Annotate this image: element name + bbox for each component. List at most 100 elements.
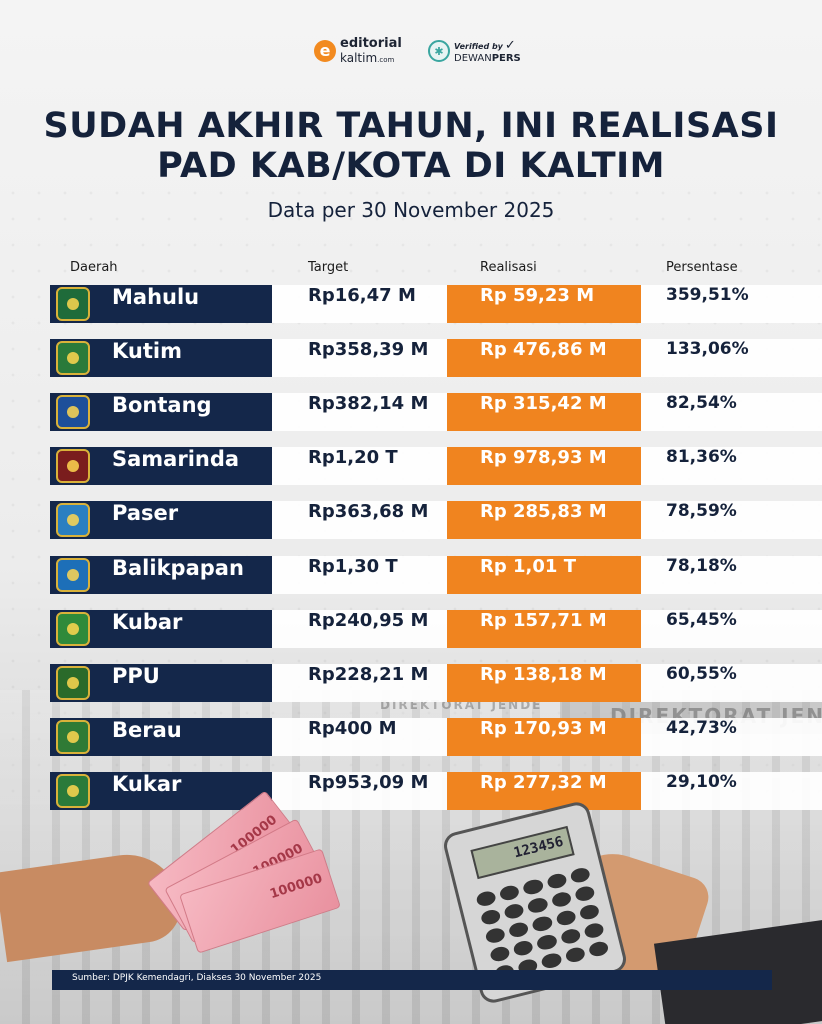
- table-row: Mahulu Rp16,47 M Rp 59,23 M 359,51%: [50, 285, 822, 323]
- calculator-keys: [475, 866, 610, 982]
- footer-bar: [52, 970, 772, 990]
- regional-emblem-icon: [56, 449, 90, 484]
- title-line-1: SUDAH AKHIR TAHUN, INI REALISASI: [43, 106, 779, 146]
- regional-emblem-icon: [56, 503, 90, 538]
- dewan-pers-seal-icon: ✱: [428, 40, 450, 62]
- daerah-name: Balikpapan: [112, 555, 244, 580]
- realisasi-cell: [447, 393, 641, 432]
- daerah-name: Kutim: [112, 339, 182, 364]
- persentase-value: 42,73%: [666, 717, 737, 738]
- verified-org-a: DEWAN: [454, 53, 492, 64]
- daerah-name: PPU: [112, 663, 160, 688]
- table-row: Kubar Rp240,95 M Rp 157,71 M 65,45%: [50, 609, 822, 648]
- daerah-name: Kubar: [112, 609, 183, 634]
- regional-emblem-icon: [56, 611, 90, 646]
- persentase-value: 60,55%: [666, 663, 737, 684]
- column-header-daerah: Daerah: [70, 260, 118, 275]
- realisasi-cell: [447, 663, 641, 702]
- persentase-value: 133,06%: [666, 339, 749, 360]
- realisasi-value: Rp 277,32 M: [480, 771, 607, 793]
- daerah-name: Bontang: [112, 393, 212, 418]
- brand-domain: .com: [377, 56, 395, 64]
- calculator-display: 123456: [470, 825, 575, 880]
- realisasi-cell: [447, 717, 641, 756]
- target-value: Rp358,39 M: [308, 339, 429, 361]
- realisasi-value: Rp 978,93 M: [480, 447, 607, 469]
- table-row: Balikpapan Rp1,30 T Rp 1,01 T 78,18%: [50, 555, 822, 594]
- realisasi-cell: [447, 339, 641, 378]
- realisasi-value: Rp 315,42 M: [480, 393, 607, 415]
- regional-emblem-icon: [56, 341, 90, 376]
- persentase-value: 78,59%: [666, 501, 737, 522]
- page-title: SUDAH AKHIR TAHUN, INI REALISASI PAD KAB…: [0, 106, 822, 186]
- daerah-cell: PPU: [50, 663, 272, 702]
- data-table: Mahulu Rp16,47 M Rp 59,23 M 359,51% Kutim Rp3…: [50, 285, 822, 810]
- persentase-value: 81,36%: [666, 447, 737, 468]
- daerah-name: Paser: [112, 501, 179, 526]
- daerah-cell: Kukar: [50, 771, 272, 810]
- table-row: Paser Rp363,68 M Rp 285,83 M 78,59%: [50, 501, 822, 540]
- brand-sub: kaltim: [340, 51, 378, 65]
- regional-emblem-icon: [56, 395, 90, 430]
- table-row: Kukar Rp953,09 M Rp 277,32 M 29,10%: [50, 771, 822, 810]
- realisasi-cell: [447, 285, 641, 323]
- table-row: Samarinda Rp1,20 T Rp 978,93 M 81,36%: [50, 447, 822, 486]
- daerah-name: Mahulu: [112, 285, 200, 309]
- source-note: Sumber: DPJK Kemendagri, Diakses 30 Nove…: [72, 973, 322, 983]
- target-value: Rp240,95 M: [308, 609, 429, 631]
- title-line-2: PAD KAB/KOTA DI KALTIM: [157, 146, 665, 186]
- realisasi-value: Rp 157,71 M: [480, 609, 607, 631]
- regional-emblem-icon: [56, 719, 90, 754]
- realisasi-value: Rp 476,86 M: [480, 339, 607, 361]
- daerah-cell: Kutim: [50, 339, 272, 378]
- regional-emblem-icon: [56, 665, 90, 700]
- page-subtitle: Data per 30 November 2025: [267, 198, 555, 222]
- banknote-label: 100000: [268, 871, 325, 903]
- target-value: Rp400 M: [308, 717, 397, 739]
- checkmark-icon: ✓: [504, 38, 516, 53]
- target-value: Rp363,68 M: [308, 501, 429, 523]
- header-logos: e editorial kaltim.com ✱ Verified by ✓ DE…: [0, 36, 822, 70]
- daerah-cell: Bontang: [50, 393, 272, 432]
- verified-label: Verified by: [454, 42, 503, 51]
- target-value: Rp1,30 T: [308, 555, 398, 577]
- realisasi-cell: [447, 555, 641, 594]
- target-value: Rp16,47 M: [308, 285, 416, 306]
- persentase-value: 78,18%: [666, 555, 737, 576]
- regional-emblem-icon: [56, 773, 90, 808]
- daerah-cell: Mahulu: [50, 285, 272, 323]
- daerah-cell: Samarinda: [50, 447, 272, 486]
- daerah-cell: Paser: [50, 501, 272, 540]
- realisasi-value: Rp 170,93 M: [480, 717, 607, 739]
- table-row: PPU Rp228,21 M Rp 138,18 M 60,55%: [50, 663, 822, 702]
- column-header-realisasi: Realisasi: [480, 260, 537, 275]
- daerah-name: Samarinda: [112, 447, 240, 472]
- daerah-cell: Berau: [50, 717, 272, 756]
- realisasi-value: Rp 59,23 M: [480, 285, 595, 306]
- column-header-persentase: Persentase: [666, 260, 738, 275]
- realisasi-value: Rp 285,83 M: [480, 501, 607, 523]
- realisasi-cell: [447, 609, 641, 648]
- brand-name: editorial: [340, 36, 402, 51]
- daerah-name: Berau: [112, 717, 182, 742]
- editorial-kaltim-logo: e editorial kaltim.com: [314, 36, 402, 65]
- daerah-cell: Balikpapan: [50, 555, 272, 594]
- daerah-cell: Kubar: [50, 609, 272, 648]
- realisasi-value: Rp 1,01 T: [480, 555, 576, 577]
- dewan-pers-verified-logo: ✱ Verified by ✓ DEWANPERS: [428, 38, 521, 64]
- table-row: Kutim Rp358,39 M Rp 476,86 M 133,06%: [50, 339, 822, 378]
- realisasi-cell: [447, 771, 641, 810]
- target-value: Rp953,09 M: [308, 771, 429, 793]
- realisasi-cell: [447, 447, 641, 486]
- realisasi-value: Rp 138,18 M: [480, 663, 607, 685]
- table-row: Berau Rp400 M Rp 170,93 M 42,73%: [50, 717, 822, 756]
- target-value: Rp228,21 M: [308, 663, 429, 685]
- target-value: Rp1,20 T: [308, 447, 398, 469]
- persentase-value: 359,51%: [666, 285, 749, 305]
- editorial-e-icon: e: [314, 39, 336, 62]
- persentase-value: 82,54%: [666, 393, 737, 414]
- persentase-value: 29,10%: [666, 771, 737, 792]
- daerah-name: Kukar: [112, 771, 182, 796]
- verified-org-b: PERS: [491, 53, 521, 64]
- target-value: Rp382,14 M: [308, 393, 429, 415]
